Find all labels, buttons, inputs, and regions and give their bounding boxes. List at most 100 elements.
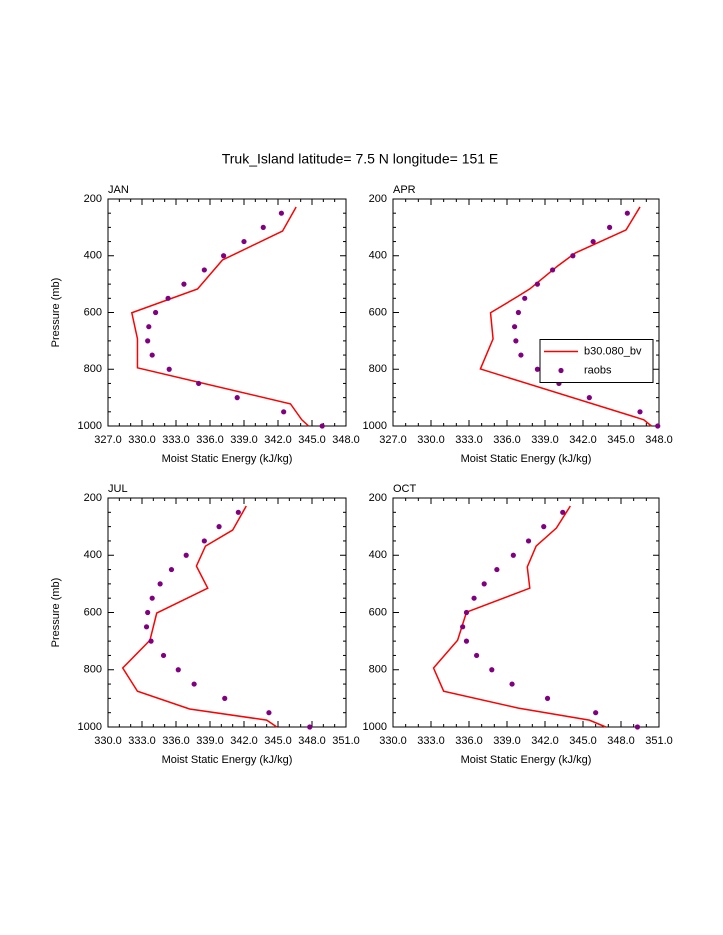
x-tick-label: 336.0 — [162, 735, 190, 747]
obs-point — [266, 710, 272, 716]
y-tick-label: 800 — [84, 363, 102, 375]
obs-point — [463, 609, 470, 616]
obs-point — [510, 552, 516, 558]
x-tick-label: 342.0 — [230, 735, 258, 747]
y-tick-label: 600 — [369, 306, 387, 318]
y-tick-label: 600 — [84, 306, 102, 318]
x-tick-label: 345.0 — [607, 434, 635, 446]
obs-point — [534, 366, 541, 372]
obs-point — [145, 338, 151, 344]
obs-point — [146, 324, 152, 330]
obs-point — [513, 338, 519, 344]
obs-point — [474, 652, 480, 659]
x-tick-label: 348.0 — [607, 735, 635, 747]
obs-point — [216, 524, 222, 530]
obs-point — [560, 509, 566, 515]
obs-point — [518, 352, 524, 358]
x-tick-label: 342.0 — [569, 434, 597, 446]
legend-label: b30.080_bv — [584, 345, 642, 357]
y-tick-label: 400 — [84, 250, 102, 262]
obs-point — [319, 423, 325, 429]
model-line — [121, 505, 278, 728]
obs-point — [241, 238, 247, 245]
obs-point — [511, 324, 518, 330]
y-axis-title: Pressure (mb) — [50, 578, 62, 648]
obs-point — [153, 309, 159, 316]
x-tick-label: 336.0 — [493, 434, 521, 446]
x-tick-label: 336.0 — [455, 735, 483, 747]
obs-point — [148, 638, 154, 644]
obs-point — [149, 595, 155, 601]
obs-point — [160, 652, 167, 659]
obs-point — [168, 566, 175, 573]
x-tick-label: 327.0 — [94, 434, 122, 446]
obs-point — [471, 595, 477, 601]
obs-point — [221, 253, 227, 259]
obs-point — [166, 366, 172, 372]
obs-point — [489, 667, 495, 673]
x-tick-label: 348.0 — [645, 434, 673, 446]
obs-point — [509, 681, 515, 687]
obs-point — [624, 210, 630, 216]
x-tick-label: 330.0 — [94, 735, 122, 747]
x-axis-title: Moist Static Energy (kJ/kg) — [461, 453, 592, 465]
y-tick-label: 200 — [84, 492, 102, 504]
x-tick-label: 339.0 — [230, 434, 258, 446]
y-tick-label: 800 — [369, 363, 387, 375]
y-tick-label: 1000 — [363, 721, 387, 733]
x-axis-title: Moist Static Energy (kJ/kg) — [162, 754, 293, 766]
y-tick-label: 800 — [369, 664, 387, 676]
y-tick-label: 1000 — [78, 721, 102, 733]
x-tick-label: 351.0 — [645, 735, 673, 747]
x-tick-label: 339.0 — [196, 735, 224, 747]
x-tick-label: 348.0 — [332, 434, 360, 446]
obs-point — [260, 224, 266, 230]
x-tick-label: 330.0 — [379, 735, 407, 747]
panel-label: OCT — [393, 483, 417, 495]
obs-point — [522, 295, 528, 301]
obs-point — [307, 724, 313, 730]
obs-point — [201, 538, 207, 544]
obs-point — [586, 395, 592, 401]
x-tick-label: 345.0 — [264, 735, 292, 747]
obs-point — [463, 638, 470, 644]
y-tick-label: 1000 — [363, 420, 387, 432]
x-tick-label: 345.0 — [569, 735, 597, 747]
x-tick-label: 327.0 — [379, 434, 407, 446]
obs-point — [634, 724, 641, 730]
obs-point — [481, 581, 487, 587]
obs-point — [222, 695, 228, 701]
obs-point — [655, 423, 661, 429]
x-tick-label: 333.0 — [455, 434, 483, 446]
x-tick-label: 330.0 — [128, 434, 156, 446]
y-tick-label: 400 — [369, 250, 387, 262]
x-tick-label: 342.0 — [264, 434, 292, 446]
obs-point — [235, 509, 241, 515]
obs-point — [544, 695, 551, 701]
obs-point — [541, 524, 547, 530]
obs-point — [534, 281, 541, 287]
y-tick-label: 800 — [84, 664, 102, 676]
obs-point — [570, 253, 576, 259]
legend-dot — [558, 367, 564, 374]
y-tick-label: 600 — [84, 606, 102, 618]
x-tick-label: 345.0 — [298, 434, 326, 446]
y-axis-title: Pressure (mb) — [50, 278, 62, 348]
obs-point — [234, 395, 240, 401]
panel-label: JAN — [108, 184, 129, 196]
obs-point — [494, 566, 500, 573]
obs-point — [145, 609, 151, 616]
obs-point — [525, 538, 532, 544]
panel-label: APR — [393, 184, 416, 196]
obs-point — [165, 295, 171, 301]
obs-point — [183, 552, 189, 558]
y-tick-label: 600 — [369, 606, 387, 618]
obs-point — [515, 309, 522, 316]
x-tick-label: 342.0 — [531, 735, 559, 747]
y-tick-label: 400 — [84, 549, 102, 561]
y-tick-label: 1000 — [78, 420, 102, 432]
obs-point — [590, 238, 596, 245]
legend-box — [539, 339, 654, 383]
figure-title: Truk_Island latitude= 7.5 N longitude= 1… — [222, 151, 499, 167]
